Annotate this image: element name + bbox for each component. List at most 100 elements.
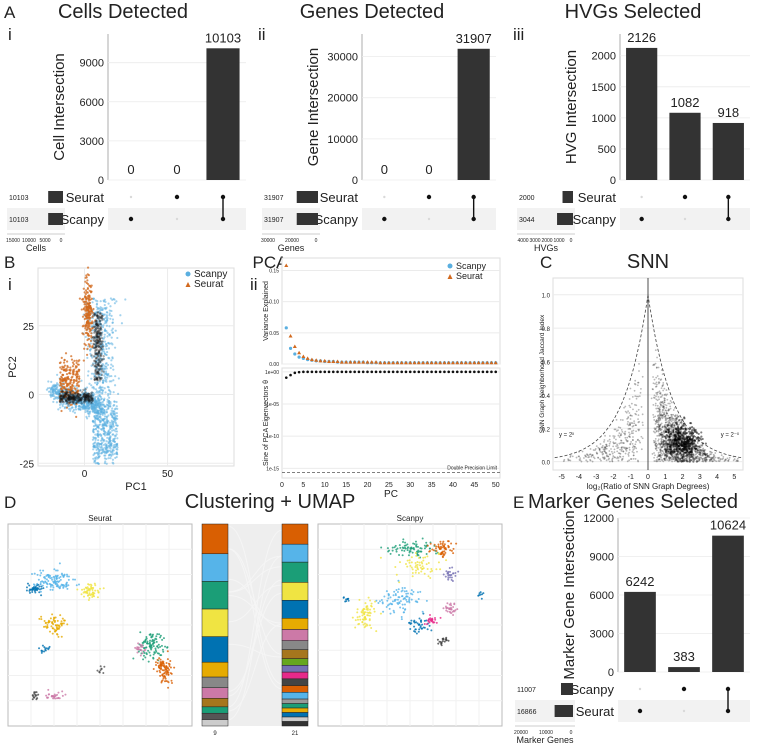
snn-point [654,431,656,434]
pca-point-seurat [75,359,78,362]
pca-point-scanpy [62,402,65,405]
upset-matrix-dot [383,195,386,199]
snn-point-dense [681,444,684,448]
snn-point [663,445,666,448]
umap-point [55,585,58,588]
pca-point-dense [95,319,99,323]
pca-point-scanpy [67,407,71,411]
snn-point [708,456,711,459]
pca-point-scanpy [94,462,98,465]
pca-point-scanpy [105,321,108,324]
umap-point [76,588,79,591]
snn-point [655,419,658,421]
pca-point-seurat [71,375,74,378]
pca-point-seurat [85,331,88,334]
pca-point-scanpy [53,390,57,393]
pca-point-seurat [89,290,93,293]
pca-point-scanpy [103,303,106,307]
umap-point [159,645,162,648]
pca-point-seurat [78,375,81,378]
variance-ytick: 0.10 [269,300,279,306]
pca-point-scanpy [100,376,103,379]
sine-point [413,370,416,374]
snn-title: SNN [627,251,669,273]
sine-point [400,370,403,374]
snn-point [614,442,617,444]
snn-point [652,413,655,416]
pca-point-scanpy [52,400,55,403]
pca-point-dense [82,400,86,403]
pca-point-seurat [60,409,63,413]
snn-point [617,452,620,455]
snn-point [629,418,632,420]
pca-point-scanpy [111,357,114,360]
snn-point-dense [677,419,681,422]
snn-point-dense [680,437,683,440]
pca-point-scanpy [103,421,106,425]
sine-point [306,370,309,374]
snn-point-dense [678,447,681,450]
snn-point [627,420,629,423]
pca-point-seurat [69,372,72,375]
pca-point-dense [97,376,100,379]
snn-point [610,448,612,450]
snn-point-dense [693,445,696,448]
snn-point [669,405,672,408]
pca-point-scanpy [92,453,95,457]
pca-point-scanpy [102,324,105,327]
snn-point [636,439,639,442]
upset-set-bar [562,191,573,203]
pca-point-scanpy [93,365,96,368]
sine-point [357,370,361,374]
snn-xtick: -5 [559,474,565,481]
pca-point-dense [83,396,87,400]
snn-point-dense [668,445,671,448]
pca-point-scanpy [94,424,97,427]
pca-point-seurat [89,312,92,316]
snn-point [590,455,593,458]
pca-point-scanpy [98,399,101,402]
snn-point [735,460,738,463]
pca-point-dense [66,403,70,406]
snn-point [615,445,618,448]
pca-point-scanpy [95,408,98,412]
umap-point [151,643,154,646]
upset-bar [669,112,701,180]
umap-point [162,650,165,653]
pca-point-scanpy [109,439,112,442]
pca-point-seurat [72,373,75,376]
snn-point [653,456,656,459]
sine-point [430,370,433,374]
pca-point-scanpy [115,400,118,404]
pca-point-seurat [86,347,89,350]
snn-point [662,416,664,418]
pca-point-dense [63,394,66,397]
pca-point-scanpy [103,451,106,454]
sine-point [323,370,327,374]
snn-point [600,459,602,462]
upset-bar-label: 10624 [710,518,746,533]
pca-point-scanpy [56,373,59,376]
snn-point-dense [677,429,680,432]
pca-point-scanpy [73,385,76,388]
upset-set-name: Scanpy [571,682,615,697]
pca-point-scanpy [92,428,95,431]
umap-title: Clustering + UMAP [185,491,356,513]
snn-point-dense [695,460,698,463]
snn-point [635,397,638,400]
umap-point [28,591,31,594]
pca-point-scanpy [82,404,86,407]
pca-point-scanpy [107,347,111,350]
snn-point [579,457,582,460]
umap-point [40,594,43,597]
pca-point-scanpy [56,397,59,400]
umap-subtitle-scanpy: Scanpy [397,514,424,523]
pca-point-scanpy [86,356,89,359]
snn-point [672,419,674,422]
snn-point [711,460,714,463]
umap-point [160,654,163,657]
pca-point-scanpy [117,392,120,395]
panel-letter-a: A [4,3,16,22]
pca-point-scanpy [74,405,78,408]
umap-point [56,569,59,572]
